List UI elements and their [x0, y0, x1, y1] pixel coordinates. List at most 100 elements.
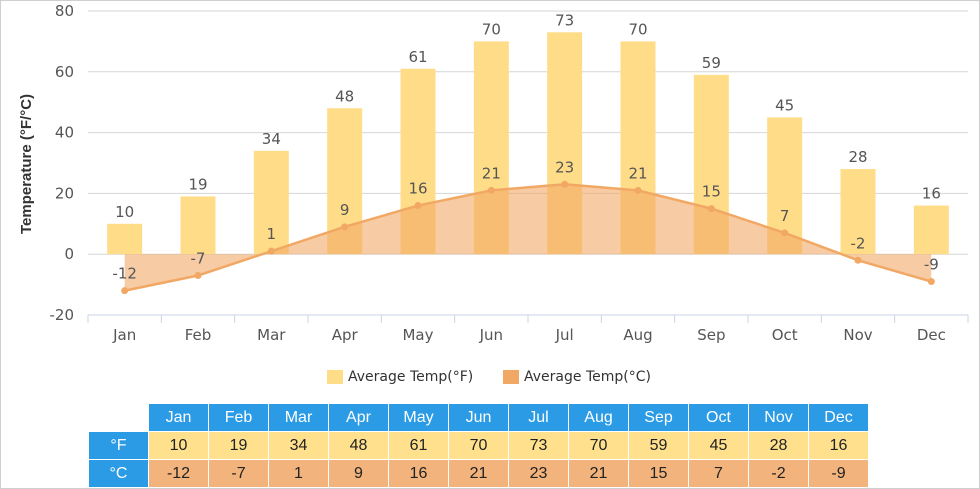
table-cell-celsius: -2: [748, 459, 809, 488]
table-cell-celsius: 1: [268, 459, 329, 488]
bar-fahrenheit: [253, 150, 289, 255]
point-celsius: [854, 256, 862, 264]
data-label-fahrenheit: 45: [775, 96, 794, 114]
table-month-header: Mar: [268, 403, 329, 432]
x-tick-label: Mar: [257, 326, 286, 344]
y-tick-label: 20: [55, 184, 74, 202]
y-tick-label: 40: [55, 124, 74, 142]
x-tick-label: Jun: [479, 326, 503, 344]
point-celsius: [781, 229, 789, 237]
table-month-header: Aug: [568, 403, 629, 432]
x-tick-label: Aug: [623, 326, 652, 344]
data-label-fahrenheit: 59: [702, 54, 721, 72]
data-label-fahrenheit: 34: [262, 130, 281, 148]
point-celsius: [927, 278, 935, 286]
y-tick-label: 60: [55, 63, 74, 81]
temperature-table: Jan Feb Mar Apr May Jun Jul Aug Sep Oct Nov Dec °F …: [88, 403, 869, 488]
point-celsius: [634, 186, 642, 194]
celsius-area: [121, 180, 935, 295]
data-label-fahrenheit: 19: [188, 175, 207, 193]
data-label-fahrenheit: 28: [848, 148, 867, 166]
table-cell-fahrenheit: 19: [208, 431, 269, 460]
point-celsius: [487, 186, 495, 194]
x-axis: Jan Feb Mar Apr May Jun Jul Aug Sep Oct Nov Dec: [87, 314, 969, 344]
point-celsius: [121, 287, 129, 295]
table-cell-celsius: 23: [508, 459, 569, 488]
fahrenheit-bars: [107, 32, 949, 255]
legend-label-celsius: Average Temp(°C): [524, 369, 651, 385]
data-label-fahrenheit: 10: [115, 203, 134, 221]
x-tick-label: Apr: [332, 326, 359, 344]
table-cell-celsius: -7: [208, 459, 269, 488]
legend-swatch-fahrenheit: [327, 370, 343, 384]
data-label-fahrenheit: 61: [408, 48, 427, 66]
data-label-celsius: 7: [780, 207, 790, 225]
table-cell-celsius: 15: [628, 459, 689, 488]
table-row-celsius: °C -12 -7 1 9 16 21 23 21 15 7 -2 -9: [88, 459, 869, 488]
data-label-fahrenheit: 73: [555, 11, 574, 29]
table-month-header: Jul: [508, 403, 569, 432]
y-tick-label: 80: [55, 2, 74, 20]
table-cell-fahrenheit: 28: [748, 431, 809, 460]
table-month-header: Apr: [328, 403, 389, 432]
x-tick-label: Oct: [772, 326, 798, 344]
area-fill-celsius: [124, 184, 932, 291]
data-label-fahrenheit: 16: [922, 185, 941, 203]
legend-item-celsius[interactable]: Average Temp(°C): [503, 369, 651, 385]
point-celsius: [707, 205, 715, 213]
line-celsius: [124, 183, 932, 292]
table-cell-celsius: 7: [688, 459, 749, 488]
table-header-row: Jan Feb Mar Apr May Jun Jul Aug Sep Oct Nov Dec: [88, 403, 869, 432]
y-axis-ticks: -20 0 20 40 60 80: [50, 2, 75, 324]
legend-swatch-celsius: [503, 370, 519, 384]
data-label-fahrenheit: 70: [628, 20, 647, 38]
table-cell-celsius: 21: [448, 459, 509, 488]
table-cell-fahrenheit: 73: [508, 431, 569, 460]
table-month-header: Dec: [808, 403, 869, 432]
data-label-fahrenheit: 48: [335, 87, 354, 105]
point-celsius: [561, 180, 569, 188]
table-month-header: May: [388, 403, 449, 432]
table-cell-fahrenheit: 70: [568, 431, 629, 460]
point-celsius: [194, 271, 202, 279]
table-cell-fahrenheit: 70: [448, 431, 509, 460]
table-cell-celsius: 9: [328, 459, 389, 488]
data-label-celsius: -7: [191, 249, 206, 267]
data-label-fahrenheit: 70: [482, 20, 501, 38]
table-month-header: Jun: [448, 403, 509, 432]
x-tick-label: Jul: [555, 326, 574, 344]
x-tick-label: May: [402, 326, 433, 344]
fahrenheit-data-labels: 10 19 34 48 61 70 73 70 59 45 28 16: [115, 11, 941, 221]
data-label-celsius: -2: [851, 234, 866, 252]
bar-fahrenheit: [180, 196, 216, 255]
point-celsius: [341, 223, 349, 231]
table-month-header: Sep: [628, 403, 689, 432]
table-cell-fahrenheit: 10: [148, 431, 209, 460]
x-tick-label: Sep: [697, 326, 725, 344]
x-tick-label: Jan: [112, 326, 136, 344]
data-label-celsius: 16: [408, 180, 427, 198]
table-cell-celsius: -12: [148, 459, 209, 488]
data-label-celsius: 9: [340, 201, 350, 219]
legend-label-fahrenheit: Average Temp(°F): [348, 369, 474, 385]
bar-fahrenheit: [913, 205, 949, 255]
table-cell-celsius: -9: [808, 459, 869, 488]
legend: Average Temp(°F) Average Temp(°C): [0, 369, 980, 391]
table-month-header: Nov: [748, 403, 809, 432]
data-label-celsius: -12: [112, 265, 137, 283]
table-month-header: Jan: [148, 403, 209, 432]
data-label-celsius: 1: [267, 225, 277, 243]
point-celsius: [414, 202, 422, 210]
legend-item-fahrenheit[interactable]: Average Temp(°F): [327, 369, 473, 385]
bar-fahrenheit: [840, 169, 876, 255]
point-celsius: [267, 247, 275, 255]
data-label-celsius: 21: [628, 164, 647, 182]
bar-fahrenheit: [107, 223, 143, 255]
x-tick-label: Dec: [917, 326, 946, 344]
table-cell-fahrenheit: 61: [388, 431, 449, 460]
table-cell-celsius: 21: [568, 459, 629, 488]
table-row-fahrenheit: °F 10 19 34 48 61 70 73 70 59 45 28 16: [88, 431, 869, 460]
table-cell-fahrenheit: 16: [808, 431, 869, 460]
